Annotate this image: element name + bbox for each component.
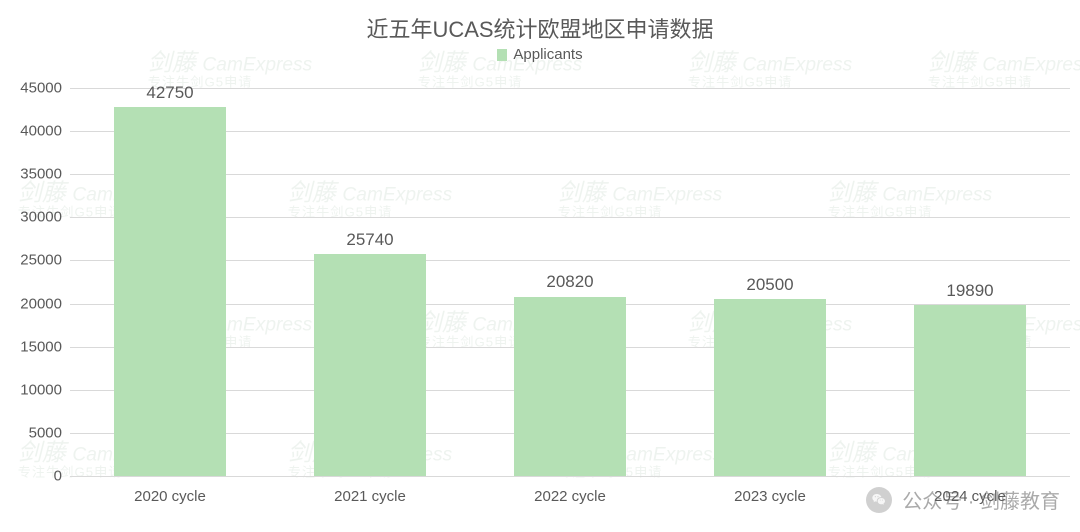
- y-tick-label: 20000: [7, 295, 62, 312]
- legend-swatch: [497, 49, 507, 61]
- bar: [314, 254, 426, 476]
- x-tick-label: 2023 cycle: [734, 488, 806, 505]
- wechat-icon: [866, 487, 892, 513]
- y-tick-label: 35000: [7, 166, 62, 183]
- y-tick-label: 45000: [7, 80, 62, 97]
- bar: [914, 305, 1026, 476]
- y-tick-label: 30000: [7, 209, 62, 226]
- bar: [514, 297, 626, 477]
- gridline: [70, 88, 1070, 89]
- x-tick-label: 2021 cycle: [334, 488, 406, 505]
- y-tick-label: 15000: [7, 338, 62, 355]
- bar-value-label: 19890: [946, 281, 993, 301]
- bar-value-label: 20500: [746, 275, 793, 295]
- bar: [714, 299, 826, 476]
- x-tick-label: 2022 cycle: [534, 488, 606, 505]
- footer-text: 公众号 · 剑藤教育: [902, 485, 1060, 514]
- legend: Applicants: [0, 46, 1080, 63]
- plot-area: 0500010000150002000025000300003500040000…: [70, 88, 1070, 476]
- y-tick-label: 0: [7, 468, 62, 485]
- chart-title: 近五年UCAS统计欧盟地区申请数据: [0, 12, 1080, 44]
- y-tick-label: 25000: [7, 252, 62, 269]
- bar-value-label: 42750: [146, 83, 193, 103]
- footer-attribution: 公众号 · 剑藤教育: [866, 485, 1060, 514]
- bar: [114, 107, 226, 476]
- y-tick-label: 5000: [7, 424, 62, 441]
- y-tick-label: 40000: [7, 123, 62, 140]
- x-tick-label: 2020 cycle: [134, 488, 206, 505]
- legend-label: Applicants: [513, 46, 582, 63]
- y-tick-label: 10000: [7, 381, 62, 398]
- gridline: [70, 476, 1070, 477]
- bar-value-label: 20820: [546, 272, 593, 292]
- bar-value-label: 25740: [346, 230, 393, 250]
